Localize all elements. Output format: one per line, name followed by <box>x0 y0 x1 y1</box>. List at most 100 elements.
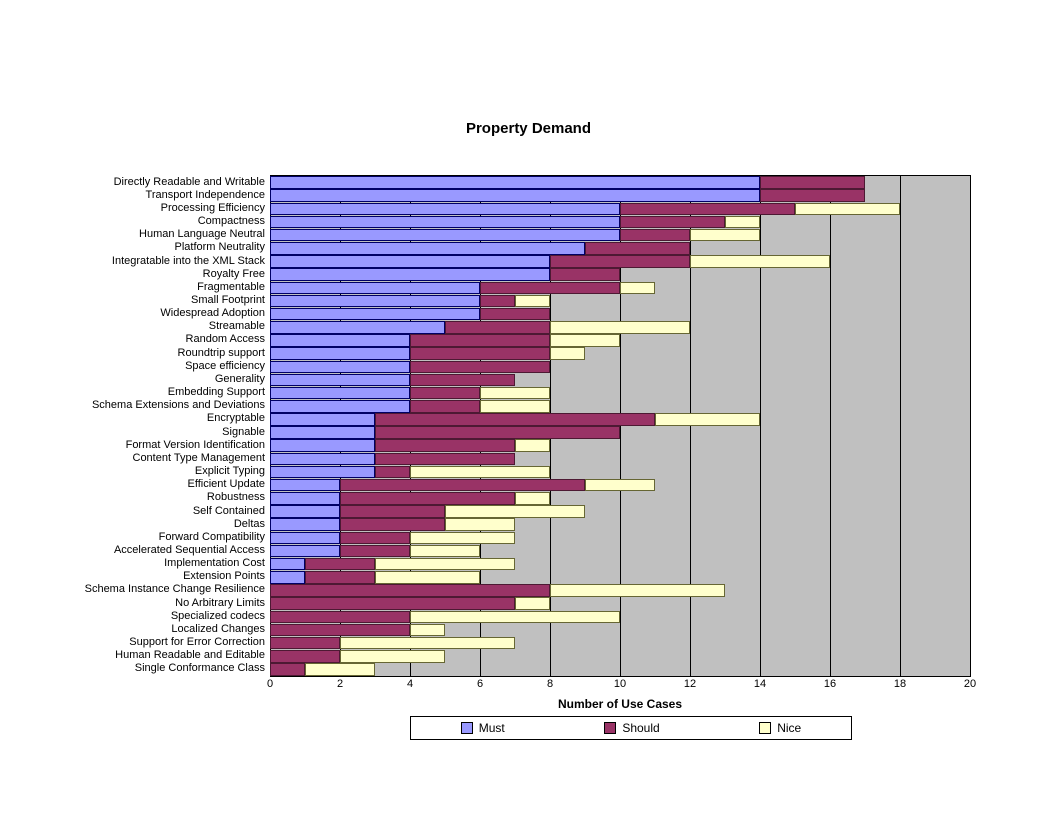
category-label: Format Version Identification <box>5 439 265 451</box>
category-label: Embedding Support <box>5 386 265 398</box>
x-tick-label: 16 <box>824 678 836 690</box>
bar-segment-nice <box>515 295 550 308</box>
bar-segment-nice <box>550 321 690 334</box>
bar-segment-should <box>305 558 375 571</box>
category-label: Human Language Neutral <box>5 228 265 240</box>
bar-segment-must <box>270 545 340 558</box>
bar-segment-nice <box>375 558 515 571</box>
bar-segment-must <box>270 387 410 400</box>
bar-segment-must <box>270 268 550 281</box>
bar-segment-should <box>270 611 410 624</box>
bar-segment-must <box>270 334 410 347</box>
bar-segment-must <box>270 255 550 268</box>
bar-segment-should <box>550 268 620 281</box>
legend-swatch-nice <box>759 722 771 734</box>
grid-line <box>690 176 691 676</box>
bar-segment-must <box>270 347 410 360</box>
category-label: Processing Efficiency <box>5 202 265 214</box>
bar-segment-must <box>270 479 340 492</box>
bar-segment-should <box>270 663 305 676</box>
bar-segment-should <box>375 439 515 452</box>
grid-line <box>830 176 831 676</box>
bar-segment-should <box>340 479 585 492</box>
category-label: Roundtrip support <box>5 347 265 359</box>
bar-segment-must <box>270 242 585 255</box>
category-label: Integratable into the XML Stack <box>5 255 265 267</box>
bar-segment-should <box>480 308 550 321</box>
bar-segment-must <box>270 518 340 531</box>
category-label: Self Contained <box>5 505 265 517</box>
plot-area <box>270 175 971 677</box>
bar-segment-should <box>375 453 515 466</box>
bar-segment-should <box>480 295 515 308</box>
bar-segment-must <box>270 216 620 229</box>
bar-segment-nice <box>515 492 550 505</box>
category-label: Space efficiency <box>5 360 265 372</box>
bar-segment-must <box>270 439 375 452</box>
bar-segment-nice <box>550 347 585 360</box>
bar-segment-must <box>270 466 375 479</box>
bar-segment-must <box>270 189 760 202</box>
x-tick-label: 8 <box>547 678 553 690</box>
bar-segment-should <box>375 426 620 439</box>
bar-segment-must <box>270 308 480 321</box>
bar-segment-must <box>270 321 445 334</box>
bar-segment-should <box>270 650 340 663</box>
bar-segment-should <box>340 545 410 558</box>
bar-segment-should <box>620 216 725 229</box>
bar-segment-nice <box>690 255 830 268</box>
bar-segment-should <box>340 505 445 518</box>
category-label: Robustness <box>5 491 265 503</box>
category-label: Schema Extensions and Deviations <box>5 399 265 411</box>
category-label: Localized Changes <box>5 623 265 635</box>
bar-segment-nice <box>515 439 550 452</box>
legend-item-must: Must <box>461 721 505 735</box>
category-label: Royalty Free <box>5 268 265 280</box>
bar-segment-must <box>270 413 375 426</box>
grid-line <box>900 176 901 676</box>
bar-segment-must <box>270 571 305 584</box>
bar-segment-nice <box>410 611 620 624</box>
bar-segment-nice <box>585 479 655 492</box>
bar-segment-nice <box>550 584 725 597</box>
bar-segment-should <box>550 255 690 268</box>
bar-segment-nice <box>410 624 445 637</box>
grid-line <box>760 176 761 676</box>
bar-segment-must <box>270 176 760 189</box>
x-tick-label: 6 <box>477 678 483 690</box>
category-label: Accelerated Sequential Access <box>5 544 265 556</box>
bar-segment-must <box>270 532 340 545</box>
category-label: Directly Readable and Writable <box>5 176 265 188</box>
bar-segment-nice <box>445 518 515 531</box>
bar-segment-must <box>270 426 375 439</box>
legend-item-nice: Nice <box>759 721 801 735</box>
chart-title: Property Demand <box>0 120 1057 137</box>
bar-segment-should <box>340 492 515 505</box>
bar-segment-should <box>410 347 550 360</box>
bar-segment-nice <box>725 216 760 229</box>
category-label: Encryptable <box>5 412 265 424</box>
grid-line <box>970 176 971 676</box>
bar-segment-should <box>340 532 410 545</box>
category-label: Human Readable and Editable <box>5 649 265 661</box>
bar-segment-nice <box>340 637 515 650</box>
bar-segment-should <box>760 176 865 189</box>
legend: Must Should Nice <box>410 716 852 740</box>
bar-segment-nice <box>340 650 445 663</box>
bar-segment-must <box>270 400 410 413</box>
bar-segment-nice <box>655 413 760 426</box>
bar-segment-nice <box>445 505 585 518</box>
category-label: Widespread Adoption <box>5 307 265 319</box>
category-label: Implementation Cost <box>5 557 265 569</box>
category-label: Content Type Management <box>5 452 265 464</box>
bar-segment-must <box>270 558 305 571</box>
category-label: Forward Compatibility <box>5 531 265 543</box>
x-tick-label: 14 <box>754 678 766 690</box>
bar-segment-must <box>270 203 620 216</box>
x-tick-label: 0 <box>267 678 273 690</box>
bar-segment-nice <box>305 663 375 676</box>
bar-segment-must <box>270 374 410 387</box>
bar-segment-should <box>270 584 550 597</box>
category-label: Random Access <box>5 333 265 345</box>
bar-segment-must <box>270 229 620 242</box>
